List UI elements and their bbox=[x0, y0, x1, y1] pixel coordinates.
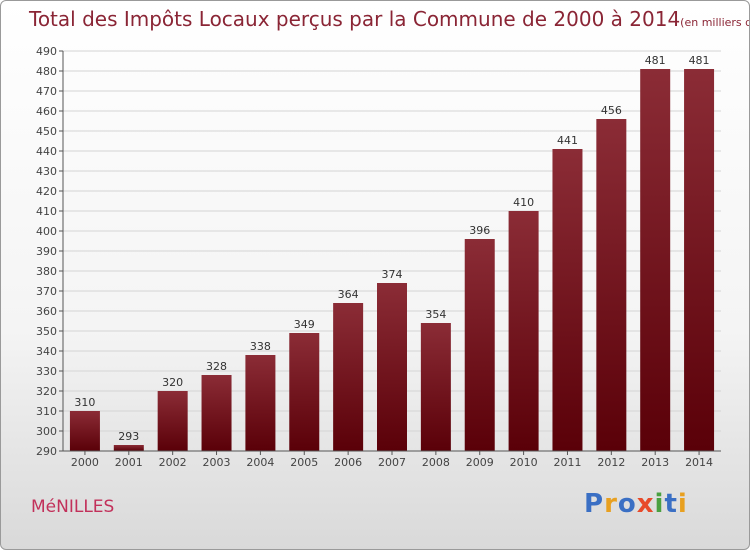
x-tick-label: 2008 bbox=[422, 456, 450, 469]
chart-unit: (en milliers d'€) bbox=[680, 16, 749, 29]
bar-value-label: 293 bbox=[118, 430, 139, 443]
bar-value-label: 354 bbox=[425, 308, 446, 321]
x-axis-ticks: 2000 2001 2002 2003 2004 2005 2006 2007 2008 2009… bbox=[71, 451, 713, 469]
bar-value-label: 320 bbox=[162, 376, 183, 389]
y-axis-ticks: 290 300 310 320 330 340 350 360 370 380 390 400 410 4… bbox=[36, 45, 63, 458]
x-tick-label: 2005 bbox=[290, 456, 318, 469]
x-tick-label: 2003 bbox=[203, 456, 231, 469]
logo-letter: o bbox=[617, 489, 637, 519]
bar bbox=[201, 375, 232, 451]
logo-letter: r bbox=[604, 489, 618, 519]
bar-value-label: 374 bbox=[382, 268, 403, 281]
bar bbox=[377, 283, 407, 451]
y-tick-label: 320 bbox=[36, 385, 57, 398]
bar bbox=[596, 119, 627, 451]
y-tick-label: 440 bbox=[36, 145, 57, 158]
bar-value-label: 328 bbox=[206, 360, 227, 373]
logo-letter: P bbox=[584, 489, 605, 519]
y-tick-label: 470 bbox=[36, 85, 57, 98]
proxiti-logo: Proxiti bbox=[584, 489, 688, 519]
chart-title: Total des Impôts Locaux perçus par la Co… bbox=[29, 7, 749, 31]
y-tick-label: 370 bbox=[36, 285, 57, 298]
y-tick-label: 290 bbox=[36, 445, 57, 458]
x-tick-label: 2006 bbox=[334, 456, 362, 469]
bars bbox=[69, 69, 715, 451]
bar bbox=[69, 411, 100, 451]
logo-letter: i bbox=[654, 489, 665, 519]
y-tick-label: 340 bbox=[36, 345, 57, 358]
bar-value-label: 310 bbox=[74, 396, 95, 409]
bar-value-label: 481 bbox=[645, 54, 666, 67]
bar bbox=[333, 303, 364, 451]
y-tick-label: 450 bbox=[36, 125, 57, 138]
y-tick-label: 480 bbox=[36, 65, 57, 78]
y-tick-label: 430 bbox=[36, 165, 57, 178]
bar-value-label: 364 bbox=[338, 288, 359, 301]
bar-value-label: 410 bbox=[513, 196, 534, 209]
y-tick-label: 490 bbox=[36, 45, 57, 58]
y-tick-label: 460 bbox=[36, 105, 57, 118]
x-tick-label: 2004 bbox=[246, 456, 274, 469]
x-tick-label: 2000 bbox=[71, 456, 99, 469]
y-tick-label: 390 bbox=[36, 245, 57, 258]
x-tick-label: 2013 bbox=[641, 456, 669, 469]
y-tick-label: 330 bbox=[36, 365, 57, 378]
y-tick-label: 360 bbox=[36, 305, 57, 318]
bar-value-label: 396 bbox=[469, 224, 490, 237]
logo-letter: x bbox=[636, 489, 655, 519]
y-tick-label: 420 bbox=[36, 185, 57, 198]
y-tick-label: 380 bbox=[36, 265, 57, 278]
y-tick-label: 310 bbox=[36, 405, 57, 418]
logo-letter: t bbox=[664, 489, 678, 519]
bar-value-label: 456 bbox=[601, 104, 622, 117]
x-tick-label: 2009 bbox=[466, 456, 494, 469]
commune-name: MéNILLES bbox=[31, 497, 115, 517]
y-tick-label: 300 bbox=[36, 425, 57, 438]
x-tick-label: 2011 bbox=[553, 456, 581, 469]
bar bbox=[684, 69, 715, 451]
x-tick-label: 2002 bbox=[159, 456, 187, 469]
value-labels: 310 293 320 328 338 349 364 374 354 396 410 441 456 4… bbox=[74, 54, 709, 443]
x-tick-label: 2012 bbox=[597, 456, 625, 469]
y-tick-label: 350 bbox=[36, 325, 57, 338]
y-tick-label: 410 bbox=[36, 205, 57, 218]
bar bbox=[245, 355, 276, 451]
bar bbox=[289, 333, 320, 451]
x-tick-label: 2001 bbox=[115, 456, 143, 469]
y-tick-label: 400 bbox=[36, 225, 57, 238]
bar bbox=[113, 445, 144, 451]
bar bbox=[508, 211, 539, 451]
x-tick-label: 2007 bbox=[378, 456, 406, 469]
chart-title-text: Total des Impôts Locaux perçus par la Co… bbox=[29, 7, 681, 31]
x-tick-label: 2014 bbox=[685, 456, 713, 469]
bar bbox=[552, 149, 583, 451]
logo-letter: i bbox=[677, 489, 688, 519]
bar-value-label: 441 bbox=[557, 134, 578, 147]
bar bbox=[157, 391, 188, 451]
x-tick-label: 2010 bbox=[510, 456, 538, 469]
bar-value-label: 481 bbox=[689, 54, 710, 67]
bar bbox=[640, 69, 671, 451]
bar bbox=[420, 323, 451, 451]
bar-value-label: 338 bbox=[250, 340, 271, 353]
bar bbox=[464, 239, 495, 451]
bar-value-label: 349 bbox=[294, 318, 315, 331]
